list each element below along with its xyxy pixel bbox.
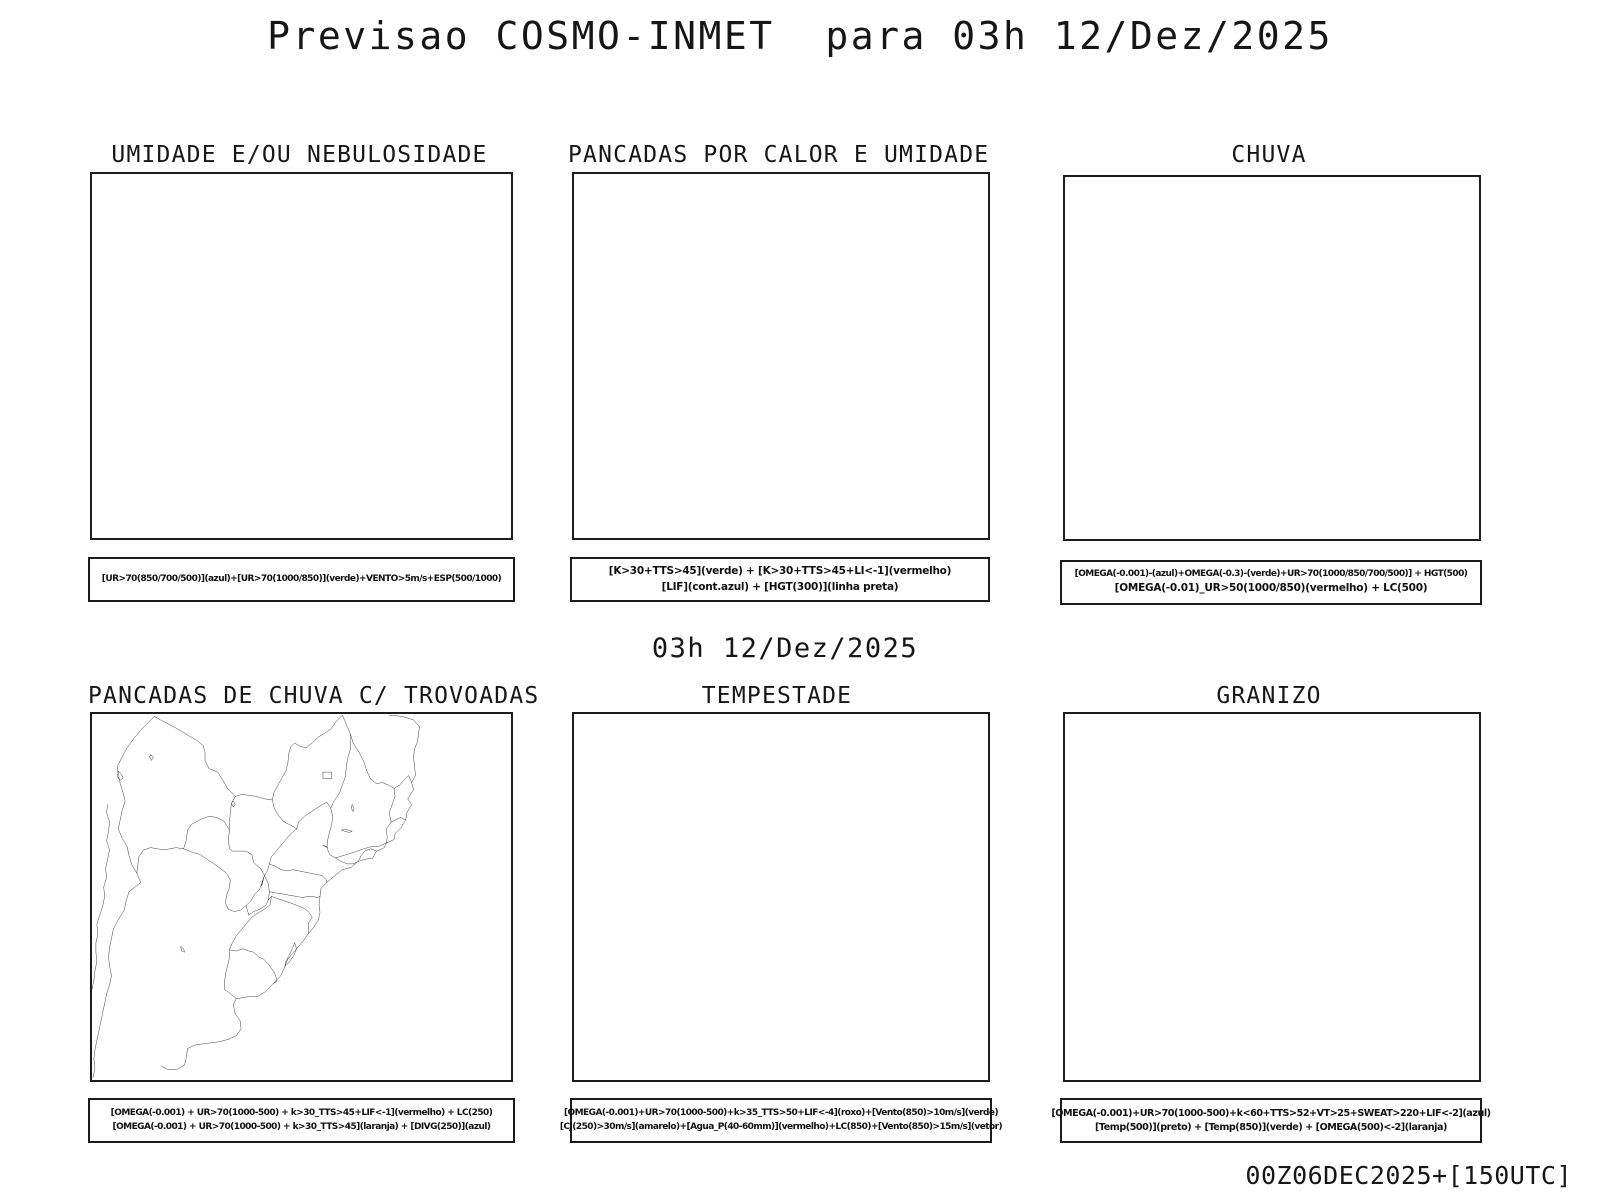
y-axis-tick — [1063, 321, 1065, 323]
x-axis-tick — [935, 1080, 937, 1082]
y-axis-tick — [572, 750, 574, 752]
y-axis-tick — [1063, 429, 1065, 431]
y-axis-tick — [572, 969, 574, 971]
y-axis-tick — [90, 859, 92, 861]
x-axis-tick — [510, 1080, 512, 1082]
legend-line: [OMEGA(-0.001) + UR>70(1000-500) + k>30_… — [110, 1108, 493, 1119]
map-plot-umidade[interactable] — [90, 172, 513, 540]
legend-line: [OMEGA(-0.001)+UR>70(1000-500)+k<60+TTS>… — [1051, 1107, 1491, 1119]
x-axis-tick — [458, 1080, 460, 1082]
legend-box-pancadas-trovoadas: [OMEGA(-0.001) + UR>70(1000-500) + k>30_… — [88, 1098, 515, 1143]
x-axis-tick — [1271, 539, 1273, 541]
x-axis-tick — [1426, 539, 1428, 541]
x-axis-tick — [1323, 539, 1325, 541]
mid-row-subtitle: 03h 12/Dez/2025 — [651, 633, 919, 664]
y-axis-tick — [572, 859, 574, 861]
y-axis-tick — [1063, 393, 1065, 395]
y-axis-tick — [572, 713, 574, 715]
x-axis-tick — [143, 1080, 145, 1082]
y-axis-tick — [572, 933, 574, 935]
x-axis-tick — [832, 1080, 834, 1082]
x-axis-tick — [677, 1080, 679, 1082]
x-axis-tick — [987, 1080, 989, 1082]
x-axis-tick — [248, 1080, 250, 1082]
x-axis-tick — [625, 1080, 627, 1082]
x-axis-tick — [1064, 539, 1066, 541]
x-axis-tick — [91, 1080, 93, 1082]
run-timestamp-footer: 00Z06DEC2025+[150UTC] — [1245, 1161, 1572, 1190]
y-axis-tick — [90, 1006, 92, 1008]
legend-line: [OMEGA(-0.01)_UR>50(1000/850)(vermelho) … — [1114, 582, 1428, 595]
x-axis-tick — [1168, 539, 1170, 541]
y-axis-tick — [90, 823, 92, 825]
legend-line: [K>30+TTS>45](verde) + [K>30+TTS>45+LI<-… — [608, 565, 952, 578]
x-axis-tick — [1375, 539, 1377, 541]
legend-box-umidade: [UR>70(850/700/500)](azul)+[UR>70(1000/8… — [88, 557, 515, 602]
y-axis-tick — [572, 1042, 574, 1044]
y-axis-tick — [1063, 502, 1065, 504]
legend-line: [Temp(500)](preto) + [Temp(850)](verde) … — [1095, 1121, 1447, 1133]
y-axis-tick — [90, 969, 92, 971]
legend-box-granizo: [OMEGA(-0.001)+UR>70(1000-500)+k<60+TTS>… — [1051, 1098, 1491, 1143]
y-axis-tick — [1063, 176, 1065, 178]
y-axis-tick — [572, 1006, 574, 1008]
y-axis-tick — [90, 1042, 92, 1044]
panel-title-chuva: CHUVA — [1231, 142, 1307, 168]
x-axis-tick — [1478, 539, 1480, 541]
panel-title-granizo: GRANIZO — [1216, 683, 1322, 709]
y-axis-tick — [90, 786, 92, 788]
y-axis-tick — [1063, 212, 1065, 214]
legend-line: [CJ(250)>30m/s](amarelo)+[Agua_P(40-60mm… — [559, 1121, 1003, 1132]
legend-line: [UR>70(850/700/500)](azul)+[UR>70(1000/8… — [101, 573, 502, 584]
map-plot-chuva[interactable]: 12S15S18S21S24S27S30S33S36S39S42S70W65W6… — [1063, 175, 1481, 541]
x-axis-tick — [1116, 539, 1118, 541]
y-axis-tick — [90, 933, 92, 935]
legend-line: [OMEGA(-0.001)+UR>70(1000-500)+k>35_TTS>… — [563, 1108, 999, 1119]
x-axis-tick — [1219, 539, 1221, 541]
legend-box-chuva: [OMEGA(-0.001)-(azul)+OMEGA(-0.3)-(verde… — [1060, 560, 1482, 605]
map-plot-pancadas-trovoadas[interactable]: 12S15S18S21S24S27S30S33S36S39S42S70W65W6… — [90, 712, 513, 1082]
x-axis-tick — [728, 1080, 730, 1082]
x-axis-tick — [196, 1080, 198, 1082]
y-axis-tick — [1063, 466, 1065, 468]
x-axis-tick — [780, 1080, 782, 1082]
y-axis-tick — [572, 823, 574, 825]
x-axis-tick — [405, 1080, 407, 1082]
y-axis-tick — [90, 896, 92, 898]
panel-title-pancadas-trovoadas: PANCADAS DE CHUVA C/ TROVOADAS — [88, 683, 540, 709]
legend-box-pancadas-calor: [K>30+TTS>45](verde) + [K>30+TTS>45+LI<-… — [570, 557, 990, 602]
panel-title-umidade: UMIDADE E/OU NEBULOSIDADE — [111, 142, 488, 168]
legend-line: [LIF](cont.azul) + [HGT(300)](linha pret… — [661, 580, 899, 593]
y-axis-tick — [1063, 357, 1065, 359]
map-plot-tempestade[interactable]: 12S15S18S21S24S27S30S33S36S39S42S70W65W6… — [572, 712, 990, 1082]
x-axis-tick — [353, 1080, 355, 1082]
coastline-borders-svg — [92, 714, 511, 1080]
map-plot-pancadas-calor[interactable] — [572, 172, 990, 540]
panel-title-pancadas-calor: PANCADAS POR CALOR E UMIDADE — [568, 142, 990, 168]
x-axis-tick — [884, 1080, 886, 1082]
y-axis-tick — [1063, 248, 1065, 250]
x-axis-tick — [573, 1080, 575, 1082]
x-axis-tick — [301, 1080, 303, 1082]
y-axis-tick — [572, 896, 574, 898]
y-axis-tick — [90, 713, 92, 715]
y-axis-tick — [572, 786, 574, 788]
legend-box-tempestade: [OMEGA(-0.001)+UR>70(1000-500)+k>35_TTS>… — [560, 1098, 1003, 1143]
y-axis-tick — [1063, 285, 1065, 287]
legend-line: [OMEGA(-0.001)-(azul)+OMEGA(-0.3)-(verde… — [1074, 569, 1468, 580]
y-axis-tick — [90, 750, 92, 752]
map-plot-granizo[interactable] — [1063, 712, 1481, 1082]
panel-title-tempestade: TEMPESTADE — [701, 683, 853, 709]
page-title: Previsao COSMO-INMET para 03h 12/Dez/202… — [267, 14, 1333, 58]
legend-line: [OMEGA(-0.001) + UR>70(1000-500) + k>30_… — [112, 1121, 492, 1132]
